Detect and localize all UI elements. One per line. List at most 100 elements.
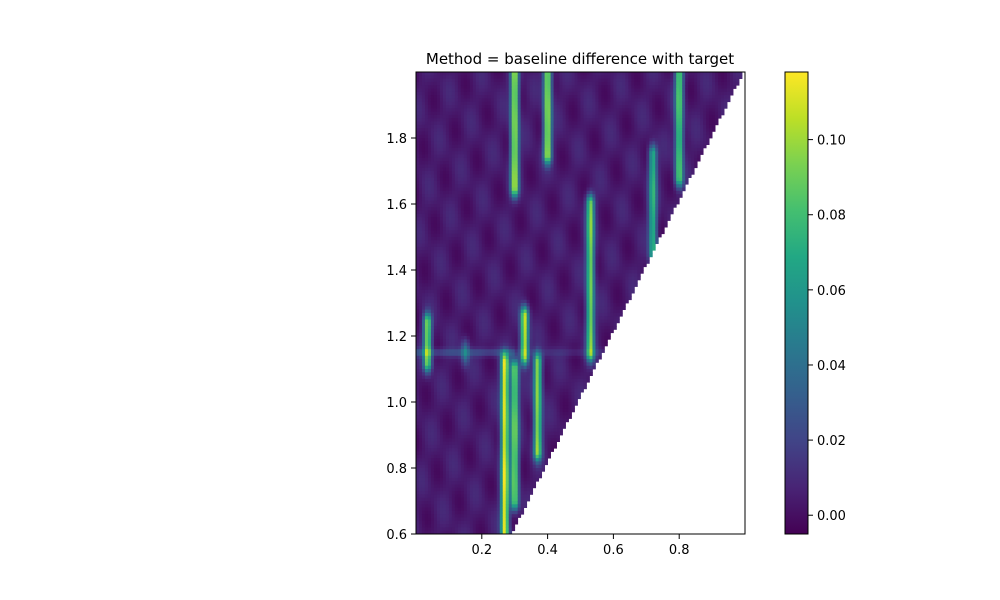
heat-cell bbox=[496, 501, 501, 505]
heat-cell bbox=[439, 365, 444, 370]
heat-cell bbox=[502, 339, 507, 343]
heat-cell bbox=[499, 484, 504, 489]
heat-cell bbox=[448, 184, 453, 188]
heat-cell bbox=[421, 197, 426, 202]
heat-cell bbox=[448, 95, 453, 99]
heat-cell bbox=[463, 151, 468, 155]
heat-cell bbox=[514, 187, 519, 192]
heat-cell bbox=[520, 365, 525, 370]
heat-cell bbox=[508, 131, 513, 136]
heat-cell bbox=[463, 227, 468, 231]
heat-cell bbox=[463, 131, 468, 136]
heat-cell bbox=[493, 497, 498, 502]
heat-cell bbox=[496, 157, 501, 162]
heat-cell bbox=[487, 428, 492, 433]
heat-cell bbox=[460, 85, 465, 89]
heat-cell bbox=[487, 510, 492, 515]
heat-cell bbox=[487, 345, 492, 350]
heat-cell bbox=[430, 233, 435, 238]
heat-cell bbox=[427, 121, 432, 126]
heat-cell bbox=[490, 296, 495, 301]
heat-cell bbox=[493, 431, 498, 436]
heat-cell bbox=[484, 408, 489, 413]
heat-cell bbox=[469, 220, 474, 225]
heat-cell bbox=[445, 524, 450, 528]
heat-cell bbox=[478, 421, 483, 426]
heat-cell bbox=[454, 227, 459, 231]
heat-cell bbox=[442, 510, 447, 515]
heat-cell bbox=[475, 134, 480, 139]
heat-cell bbox=[481, 510, 486, 515]
heat-cell bbox=[424, 157, 429, 162]
heat-cell bbox=[445, 230, 450, 235]
heat-cell bbox=[421, 207, 426, 211]
heat-cell bbox=[493, 355, 498, 360]
heat-cell bbox=[469, 435, 474, 439]
heat-cell bbox=[445, 415, 450, 419]
heat-cell bbox=[442, 441, 447, 446]
heat-cell bbox=[416, 253, 420, 258]
heat-cell bbox=[433, 72, 438, 76]
heat-cell bbox=[451, 263, 456, 268]
heat-cell bbox=[430, 362, 435, 367]
heat-cell bbox=[517, 273, 522, 277]
heat-cell bbox=[472, 359, 477, 363]
heat-cell bbox=[416, 279, 420, 284]
heat-cell bbox=[430, 111, 435, 116]
heat-cell bbox=[427, 372, 432, 376]
heat-cell bbox=[493, 385, 498, 390]
heat-cell bbox=[416, 425, 420, 429]
heat-cell bbox=[496, 339, 501, 343]
heat-cell bbox=[427, 230, 432, 235]
heat-cell bbox=[457, 207, 462, 211]
heat-cell bbox=[478, 345, 483, 350]
heat-cell bbox=[493, 309, 498, 314]
heat-cell bbox=[463, 101, 468, 106]
heat-cell bbox=[436, 471, 441, 475]
heat-cell bbox=[442, 240, 447, 244]
heat-cell bbox=[481, 349, 486, 353]
heat-cell bbox=[511, 441, 516, 446]
heat-cell bbox=[502, 204, 507, 208]
heat-cell bbox=[502, 75, 507, 79]
heat-cell bbox=[448, 141, 453, 145]
heat-cell bbox=[487, 316, 492, 320]
heat-cell bbox=[493, 345, 498, 350]
heat-cell bbox=[445, 171, 450, 175]
heat-cell bbox=[457, 227, 462, 231]
heat-cell bbox=[487, 114, 492, 119]
heat-cell bbox=[496, 98, 501, 103]
heat-cell bbox=[493, 260, 498, 264]
heat-cell bbox=[508, 444, 513, 449]
heat-cell bbox=[433, 316, 438, 320]
heat-cell bbox=[442, 369, 447, 373]
heat-cell bbox=[416, 431, 420, 436]
heat-cell bbox=[421, 484, 426, 489]
heat-cell bbox=[439, 227, 444, 231]
heat-cell bbox=[466, 213, 471, 218]
heat-cell bbox=[514, 91, 519, 96]
heat-cell bbox=[487, 190, 492, 195]
heat-cell bbox=[514, 322, 519, 327]
heat-cell bbox=[463, 161, 468, 165]
heat-cell bbox=[433, 187, 438, 192]
heat-cell bbox=[445, 382, 450, 386]
heat-cell bbox=[433, 303, 438, 307]
heat-cell bbox=[463, 210, 468, 215]
heat-cell bbox=[427, 270, 432, 274]
heat-cell bbox=[511, 402, 516, 406]
heat-cell bbox=[505, 227, 510, 231]
heat-cell bbox=[457, 266, 462, 271]
heat-cell bbox=[457, 342, 462, 347]
heat-cell bbox=[421, 95, 426, 99]
heat-cell bbox=[520, 121, 525, 126]
heat-cell bbox=[511, 375, 516, 380]
heat-cell bbox=[451, 108, 456, 112]
heat-cell bbox=[490, 411, 495, 416]
heat-cell bbox=[466, 421, 471, 426]
heat-cell bbox=[520, 114, 525, 119]
heat-cell bbox=[487, 270, 492, 274]
heat-cell bbox=[442, 260, 447, 264]
heat-cell bbox=[424, 256, 429, 261]
heat-cell bbox=[466, 365, 471, 370]
